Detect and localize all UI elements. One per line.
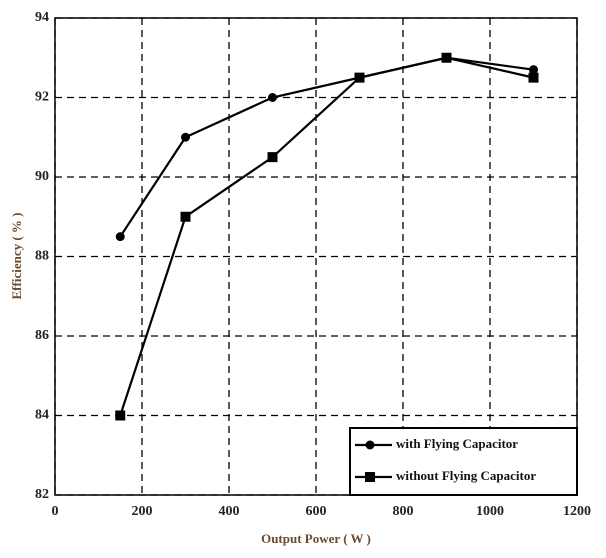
x-tick-label: 0 (52, 504, 59, 519)
x-tick-label: 1200 (563, 504, 591, 519)
legend-marker (365, 440, 375, 450)
line (119, 56, 534, 416)
y-tick-label: 84 (35, 408, 49, 423)
y-tick-label: 88 (35, 249, 49, 264)
marker (181, 132, 190, 142)
legend-box (349, 427, 578, 496)
marker (180, 211, 191, 222)
marker (115, 410, 126, 421)
y-axis-label: Efficiency ( % ) (9, 212, 24, 299)
marker (441, 52, 452, 63)
legend: with Flying Capacitor without Flying Capa… (349, 427, 578, 496)
y-tick-label: 86 (35, 328, 49, 343)
y-tick-label: 82 (35, 487, 49, 502)
marker (267, 152, 278, 163)
x-tick-label: 400 (219, 504, 240, 519)
marker (354, 72, 365, 83)
x-tick-label: 1000 (476, 504, 504, 519)
y-tick-label: 90 (35, 169, 49, 184)
line (119, 56, 534, 238)
marker (115, 232, 125, 242)
x-tick-label: 800 (393, 504, 414, 519)
x-tick-label: 200 (132, 504, 153, 519)
x-axis-label: Output Power ( W ) (261, 531, 371, 546)
y-tick-label: 94 (35, 10, 49, 25)
marker (528, 72, 539, 83)
legend-marker (365, 472, 375, 482)
plot-frame (54, 17, 578, 496)
y-tick-label: 92 (35, 90, 49, 105)
legend-label: without Flying Capacitor (396, 468, 536, 483)
marker (268, 93, 277, 102)
x-tick-label: 600 (306, 504, 327, 519)
marker (529, 65, 538, 75)
legend-label: with Flying Capacitor (396, 436, 518, 451)
